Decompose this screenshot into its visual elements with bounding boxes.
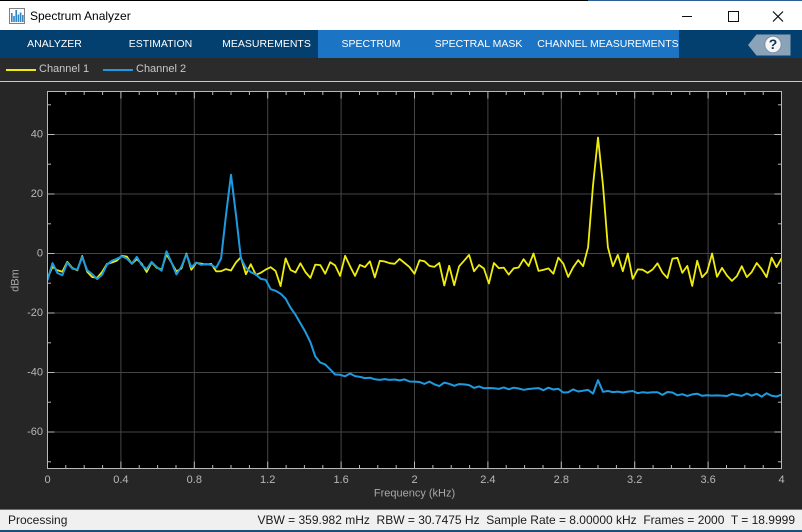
svg-text:20: 20 [31,188,43,200]
svg-text:2.8: 2.8 [554,474,569,486]
svg-text:0.8: 0.8 [187,474,202,486]
svg-text:1.2: 1.2 [260,474,275,486]
svg-text:4: 4 [778,474,784,486]
svg-text:1.6: 1.6 [333,474,348,486]
svg-text:2.4: 2.4 [480,474,495,486]
svg-text:?: ? [769,36,778,52]
svg-text:40: 40 [31,129,43,141]
svg-text:-20: -20 [27,307,43,319]
svg-text:3.2: 3.2 [627,474,642,486]
svg-text:Frequency (kHz): Frequency (kHz) [374,488,455,500]
svg-text:3.6: 3.6 [700,474,715,486]
svg-text:0.4: 0.4 [113,474,128,486]
svg-text:0: 0 [44,474,50,486]
svg-text:-40: -40 [27,367,43,379]
svg-text:0: 0 [37,248,43,260]
svg-text:2: 2 [411,474,417,486]
svg-text:dBm: dBm [10,269,22,292]
svg-text:-60: -60 [27,426,43,438]
